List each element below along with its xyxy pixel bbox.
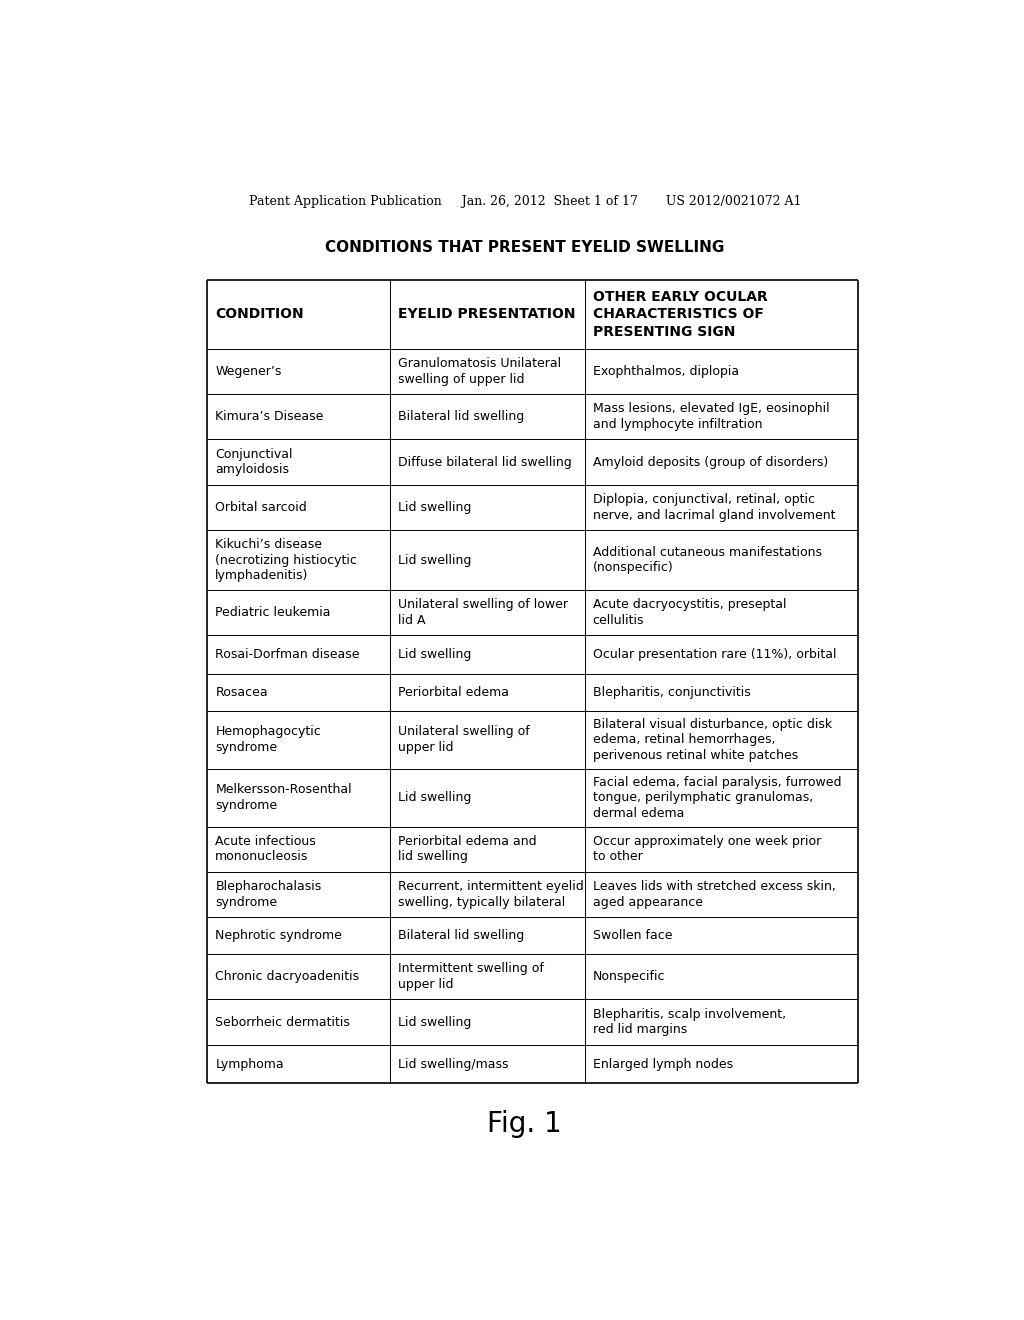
Text: Nonspecific: Nonspecific xyxy=(593,970,666,983)
Text: Pediatric leukemia: Pediatric leukemia xyxy=(215,606,331,619)
Text: Acute infectious
mononucleosis: Acute infectious mononucleosis xyxy=(215,836,316,863)
Text: Intermittent swelling of
upper lid: Intermittent swelling of upper lid xyxy=(397,962,544,991)
Text: Occur approximately one week prior
to other: Occur approximately one week prior to ot… xyxy=(593,836,821,863)
Text: Chronic dacryoadenitis: Chronic dacryoadenitis xyxy=(215,970,359,983)
Text: Rosai-Dorfman disease: Rosai-Dorfman disease xyxy=(215,648,359,661)
Text: Unilateral swelling of lower
lid A: Unilateral swelling of lower lid A xyxy=(397,598,567,627)
Text: Fig. 1: Fig. 1 xyxy=(487,1110,562,1138)
Text: Bilateral lid swelling: Bilateral lid swelling xyxy=(397,411,523,424)
Text: Blepharitis, conjunctivitis: Blepharitis, conjunctivitis xyxy=(593,686,751,698)
Text: Rosacea: Rosacea xyxy=(215,686,268,698)
Text: Lid swelling: Lid swelling xyxy=(397,791,471,804)
Text: Blepharitis, scalp involvement,
red lid margins: Blepharitis, scalp involvement, red lid … xyxy=(593,1007,785,1036)
Text: Diplopia, conjunctival, retinal, optic
nerve, and lacrimal gland involvement: Diplopia, conjunctival, retinal, optic n… xyxy=(593,494,836,521)
Text: Orbital sarcoid: Orbital sarcoid xyxy=(215,500,307,513)
Text: Seborrheic dermatitis: Seborrheic dermatitis xyxy=(215,1015,350,1028)
Text: Melkersson-Rosenthal
syndrome: Melkersson-Rosenthal syndrome xyxy=(215,783,352,812)
Text: Granulomatosis Unilateral
swelling of upper lid: Granulomatosis Unilateral swelling of up… xyxy=(397,356,560,385)
Text: CONDITIONS THAT PRESENT EYELID SWELLING: CONDITIONS THAT PRESENT EYELID SWELLING xyxy=(325,240,725,255)
Text: Patent Application Publication     Jan. 26, 2012  Sheet 1 of 17       US 2012/00: Patent Application Publication Jan. 26, … xyxy=(249,194,801,207)
Text: OTHER EARLY OCULAR
CHARACTERISTICS OF
PRESENTING SIGN: OTHER EARLY OCULAR CHARACTERISTICS OF PR… xyxy=(593,290,767,339)
Text: Lid swelling: Lid swelling xyxy=(397,500,471,513)
Text: Facial edema, facial paralysis, furrowed
tongue, perilymphatic granulomas,
derma: Facial edema, facial paralysis, furrowed… xyxy=(593,776,842,820)
Text: Recurrent, intermittent eyelid
swelling, typically bilateral: Recurrent, intermittent eyelid swelling,… xyxy=(397,880,584,909)
Text: Periorbital edema: Periorbital edema xyxy=(397,686,509,698)
Text: Lid swelling: Lid swelling xyxy=(397,648,471,661)
Text: Blepharochalasis
syndrome: Blepharochalasis syndrome xyxy=(215,880,322,909)
Text: Bilateral lid swelling: Bilateral lid swelling xyxy=(397,929,523,942)
Text: Conjunctival
amyloidosis: Conjunctival amyloidosis xyxy=(215,447,293,477)
Text: Amyloid deposits (group of disorders): Amyloid deposits (group of disorders) xyxy=(593,455,828,469)
Text: Lid swelling: Lid swelling xyxy=(397,1015,471,1028)
Text: Leaves lids with stretched excess skin,
aged appearance: Leaves lids with stretched excess skin, … xyxy=(593,880,836,909)
Text: Unilateral swelling of
upper lid: Unilateral swelling of upper lid xyxy=(397,726,529,754)
Text: Wegener’s: Wegener’s xyxy=(215,364,282,378)
Text: Mass lesions, elevated IgE, eosinophil
and lymphocyte infiltration: Mass lesions, elevated IgE, eosinophil a… xyxy=(593,403,829,430)
Text: Bilateral visual disturbance, optic disk
edema, retinal hemorrhages,
perivenous : Bilateral visual disturbance, optic disk… xyxy=(593,718,831,762)
Text: EYELID PRESENTATION: EYELID PRESENTATION xyxy=(397,308,575,322)
Text: Kimura’s Disease: Kimura’s Disease xyxy=(215,411,324,424)
Text: Diffuse bilateral lid swelling: Diffuse bilateral lid swelling xyxy=(397,455,571,469)
Text: Lid swelling: Lid swelling xyxy=(397,553,471,566)
Text: Additional cutaneous manifestations
(nonspecific): Additional cutaneous manifestations (non… xyxy=(593,545,821,574)
Text: Hemophagocytic
syndrome: Hemophagocytic syndrome xyxy=(215,726,322,754)
Text: Periorbital edema and
lid swelling: Periorbital edema and lid swelling xyxy=(397,836,537,863)
Text: Swollen face: Swollen face xyxy=(593,929,672,942)
Text: Kikuchi’s disease
(necrotizing histiocytic
lymphadenitis): Kikuchi’s disease (necrotizing histiocyt… xyxy=(215,539,357,582)
Text: Lid swelling/mass: Lid swelling/mass xyxy=(397,1057,508,1071)
Text: Enlarged lymph nodes: Enlarged lymph nodes xyxy=(593,1057,733,1071)
Text: Ocular presentation rare (11%), orbital: Ocular presentation rare (11%), orbital xyxy=(593,648,837,661)
Text: Nephrotic syndrome: Nephrotic syndrome xyxy=(215,929,342,942)
Text: Lymphoma: Lymphoma xyxy=(215,1057,284,1071)
Text: Acute dacryocystitis, preseptal
cellulitis: Acute dacryocystitis, preseptal cellulit… xyxy=(593,598,786,627)
Text: CONDITION: CONDITION xyxy=(215,308,304,322)
Text: Exophthalmos, diplopia: Exophthalmos, diplopia xyxy=(593,364,739,378)
